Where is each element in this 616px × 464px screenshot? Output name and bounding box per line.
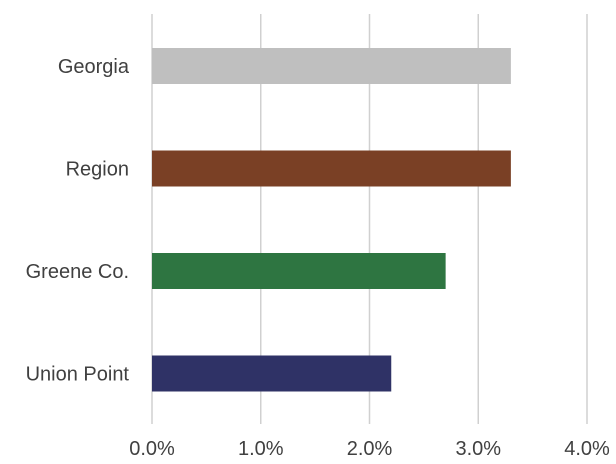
category-label: Georgia [58,56,130,78]
bar [152,253,446,289]
category-label: Region [66,159,129,181]
category-label: Union Point [26,364,130,386]
category-labels: Georgia Region Greene Co. Union Point [26,56,130,386]
x-tick-label: 0.0% [129,438,175,460]
x-tick-label: 4.0% [564,438,610,460]
x-tick-label: 3.0% [455,438,501,460]
bar [152,355,392,392]
category-label: Greene Co. [26,261,129,283]
x-tick-labels: 0.0% 1.0% 2.0% 3.0% 4.0% [129,438,610,460]
bar [152,150,511,187]
x-tick-label: 1.0% [238,438,284,460]
bars [152,48,511,392]
x-tick-label: 2.0% [347,438,393,460]
bar [152,48,511,84]
